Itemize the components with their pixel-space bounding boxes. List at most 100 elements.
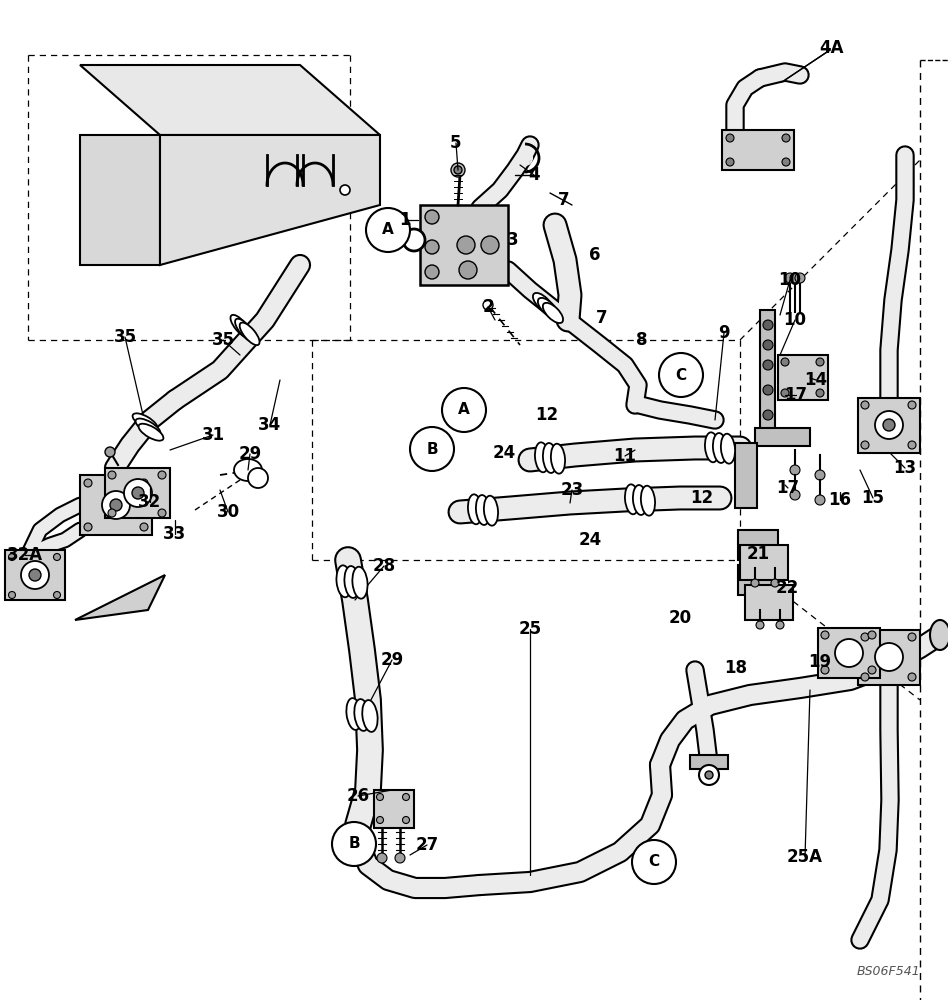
Ellipse shape: [362, 700, 377, 732]
Ellipse shape: [543, 443, 557, 473]
Circle shape: [84, 479, 92, 487]
Circle shape: [776, 621, 784, 629]
Circle shape: [821, 666, 829, 674]
Circle shape: [785, 273, 795, 283]
Circle shape: [403, 816, 410, 824]
Circle shape: [632, 840, 676, 884]
FancyBboxPatch shape: [745, 585, 793, 620]
Ellipse shape: [543, 303, 563, 323]
Circle shape: [908, 441, 916, 449]
Text: C: C: [648, 854, 660, 869]
Circle shape: [376, 816, 384, 824]
Text: A: A: [458, 402, 470, 418]
Ellipse shape: [930, 620, 948, 650]
FancyBboxPatch shape: [105, 468, 170, 518]
Circle shape: [868, 631, 876, 639]
Circle shape: [861, 441, 869, 449]
Circle shape: [699, 765, 719, 785]
Circle shape: [481, 236, 499, 254]
Text: 5: 5: [450, 134, 462, 152]
Circle shape: [425, 210, 439, 224]
Text: 15: 15: [862, 489, 884, 507]
FancyBboxPatch shape: [735, 443, 757, 508]
Text: 24: 24: [578, 531, 602, 549]
Circle shape: [861, 633, 869, 641]
FancyBboxPatch shape: [374, 790, 414, 828]
Circle shape: [782, 158, 790, 166]
Circle shape: [366, 208, 410, 252]
Text: 2: 2: [483, 298, 494, 316]
Ellipse shape: [133, 413, 157, 430]
Ellipse shape: [136, 419, 160, 435]
Circle shape: [110, 499, 122, 511]
Polygon shape: [80, 135, 160, 265]
Circle shape: [726, 158, 734, 166]
Ellipse shape: [344, 566, 359, 598]
Text: 1: 1: [399, 211, 410, 229]
Circle shape: [726, 134, 734, 142]
Ellipse shape: [138, 424, 163, 441]
Circle shape: [53, 591, 61, 598]
Circle shape: [140, 523, 148, 531]
Ellipse shape: [538, 298, 558, 318]
FancyBboxPatch shape: [738, 530, 778, 560]
Polygon shape: [160, 135, 380, 265]
Text: 8: 8: [636, 331, 647, 349]
Ellipse shape: [234, 459, 262, 481]
FancyBboxPatch shape: [420, 205, 508, 285]
Circle shape: [340, 185, 350, 195]
Circle shape: [861, 673, 869, 681]
Circle shape: [763, 320, 773, 330]
Circle shape: [763, 360, 773, 370]
FancyBboxPatch shape: [5, 550, 65, 600]
Ellipse shape: [381, 219, 409, 247]
Circle shape: [705, 771, 713, 779]
Text: 28: 28: [373, 557, 395, 575]
Circle shape: [451, 163, 465, 177]
FancyBboxPatch shape: [858, 630, 920, 685]
Ellipse shape: [240, 323, 260, 345]
Text: 23: 23: [560, 481, 584, 499]
Ellipse shape: [535, 442, 549, 472]
Circle shape: [158, 509, 166, 517]
Polygon shape: [80, 65, 380, 135]
Circle shape: [457, 236, 475, 254]
Text: 21: 21: [746, 545, 770, 563]
Text: 18: 18: [724, 659, 748, 677]
Circle shape: [751, 579, 759, 587]
Polygon shape: [75, 575, 165, 620]
Circle shape: [868, 666, 876, 674]
FancyBboxPatch shape: [755, 428, 810, 446]
Circle shape: [781, 358, 789, 366]
Ellipse shape: [476, 495, 490, 525]
Text: 35: 35: [114, 328, 137, 346]
Circle shape: [908, 673, 916, 681]
Ellipse shape: [641, 486, 655, 516]
Ellipse shape: [705, 432, 720, 462]
Text: 34: 34: [259, 416, 282, 434]
Circle shape: [102, 491, 130, 519]
Circle shape: [821, 631, 829, 639]
Circle shape: [756, 621, 764, 629]
Text: 17: 17: [784, 386, 808, 404]
Circle shape: [108, 509, 116, 517]
Circle shape: [248, 468, 268, 488]
Circle shape: [425, 240, 439, 254]
Text: 20: 20: [668, 609, 691, 627]
Circle shape: [659, 353, 703, 397]
Text: 17: 17: [776, 479, 799, 497]
Text: 22: 22: [775, 579, 798, 597]
Text: 12: 12: [690, 489, 714, 507]
Text: 4A: 4A: [820, 39, 845, 57]
FancyBboxPatch shape: [722, 130, 794, 170]
Circle shape: [815, 495, 825, 505]
Circle shape: [908, 633, 916, 641]
Circle shape: [140, 479, 148, 487]
Circle shape: [84, 523, 92, 531]
Text: 25A: 25A: [787, 848, 823, 866]
Circle shape: [816, 389, 824, 397]
Text: 12: 12: [536, 406, 558, 424]
Circle shape: [816, 358, 824, 366]
FancyBboxPatch shape: [760, 310, 775, 430]
Ellipse shape: [633, 485, 647, 515]
